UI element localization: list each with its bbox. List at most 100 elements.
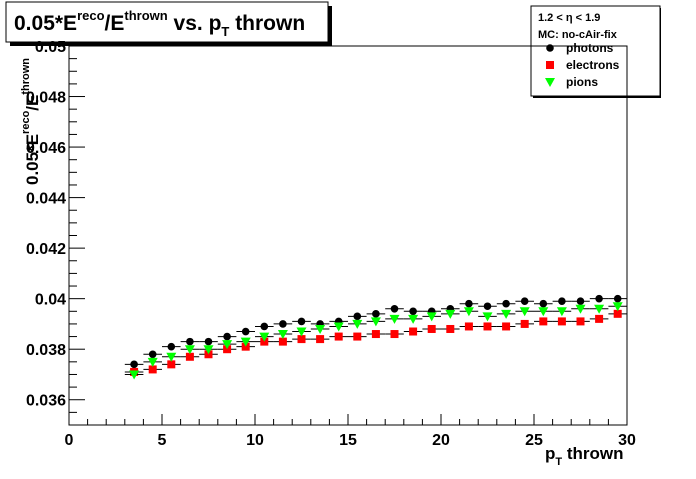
data-point-electrons <box>334 332 343 341</box>
data-point-photons <box>539 299 548 308</box>
data-point-electrons <box>576 317 585 326</box>
data-point-photons <box>130 360 138 369</box>
data-point-photons <box>483 302 492 311</box>
data-point-electrons <box>595 314 604 323</box>
y-tick-label: 0.042 <box>26 241 66 258</box>
x-tick-label: 25 <box>525 432 543 449</box>
data-point-pions <box>147 357 158 367</box>
data-point-pions <box>166 352 177 362</box>
series-photons <box>124 294 627 369</box>
data-point-electrons <box>409 327 418 336</box>
data-point-pions <box>333 322 344 332</box>
y-tick-label: 0.044 <box>26 191 66 208</box>
data-point-pions <box>222 340 233 350</box>
x-tick-label: 30 <box>618 432 636 449</box>
y-tick-label: 0.038 <box>26 342 66 359</box>
data-point-photons <box>465 299 473 308</box>
data-point-photons <box>595 294 603 303</box>
data-point-electrons <box>167 360 176 369</box>
x-tick-label: 5 <box>158 432 167 449</box>
data-point-photons <box>260 322 269 331</box>
data-point-photons <box>520 297 529 305</box>
data-point-photons <box>372 310 380 318</box>
x-tick-label: 15 <box>339 432 357 449</box>
data-point-pions <box>538 307 549 317</box>
legend-marker-pions <box>545 78 555 87</box>
data-point-pions <box>296 327 307 337</box>
data-point-electrons <box>483 322 492 331</box>
y-tick-label: 0.04 <box>35 292 66 309</box>
x-tick-label: 0 <box>65 432 74 449</box>
data-point-pions <box>463 307 474 317</box>
data-point-electrons <box>223 345 232 354</box>
data-point-photons <box>297 317 306 326</box>
data-point-pions <box>501 309 512 319</box>
data-point-pions <box>426 312 437 322</box>
data-point-electrons <box>241 342 250 351</box>
data-point-photons <box>204 337 213 346</box>
legend-header-mc: MC: no-cAir-fix <box>538 29 618 41</box>
data-point-pions <box>277 330 288 340</box>
data-point-photons <box>186 337 194 346</box>
legend-label-photons: photons <box>566 41 614 55</box>
data-point-pions <box>594 304 605 314</box>
legend-marker-photons <box>546 44 554 52</box>
legend-header-eta: 1.2 < η < 1.9 <box>538 12 600 24</box>
data-point-photons <box>241 327 250 336</box>
data-point-photons <box>613 294 622 303</box>
data-point-electrons <box>260 337 269 346</box>
data-point-pions <box>315 324 326 334</box>
data-point-electrons <box>446 324 455 333</box>
data-point-photons <box>167 342 176 351</box>
data-point-electrons <box>185 352 194 361</box>
data-point-photons <box>223 332 231 341</box>
x-tick-label: 20 <box>432 432 450 449</box>
data-point-electrons <box>316 335 325 344</box>
data-point-pions <box>184 345 195 355</box>
series-pions <box>124 302 627 380</box>
data-point-electrons <box>353 332 362 341</box>
data-point-electrons <box>371 330 380 339</box>
legend-label-electrons: electrons <box>566 58 620 72</box>
x-axis-label: pT thrown <box>545 444 624 468</box>
data-point-electrons <box>464 322 473 331</box>
y-tick-label: 0.046 <box>26 140 66 157</box>
data-point-pions <box>240 337 251 347</box>
data-point-photons <box>279 320 287 328</box>
data-point-pions <box>389 314 400 324</box>
y-tick-label: 0.05 <box>35 39 66 56</box>
data-layer <box>124 294 627 380</box>
legend: 1.2 < η < 1.9 MC: no-cAir-fix photons ele… <box>530 5 661 98</box>
data-point-photons <box>353 312 362 321</box>
data-point-photons <box>390 304 399 313</box>
y-tick-label: 0.036 <box>26 393 66 410</box>
data-point-pions <box>445 309 456 319</box>
data-point-pions <box>519 307 530 317</box>
data-point-electrons <box>502 322 511 331</box>
data-point-electrons <box>297 335 306 344</box>
data-point-photons <box>148 350 157 359</box>
data-point-pions <box>259 332 270 342</box>
legend-label-pions: pions <box>566 75 598 89</box>
legend-marker-electrons <box>546 61 554 69</box>
y-axis-label: 0.05*Ereco/Ethrown <box>20 58 42 185</box>
data-point-electrons <box>390 330 399 339</box>
data-point-electrons <box>613 309 622 318</box>
data-point-photons <box>558 297 566 305</box>
data-point-pions <box>556 307 567 317</box>
data-point-pions <box>612 302 623 312</box>
axes: 0 5 10 15 20 25 30 0.036 0.038 0.04 0.042 0.044 0.04… <box>26 39 636 449</box>
data-point-electrons <box>539 317 548 326</box>
title-box: 0.05*Ereco/Ethrown vs. pT thrown <box>5 1 332 46</box>
data-point-photons <box>502 299 510 308</box>
data-point-electrons <box>557 317 566 326</box>
data-point-electrons <box>427 324 436 333</box>
data-point-pions <box>408 314 419 324</box>
data-point-pions <box>482 312 493 322</box>
data-point-photons <box>409 307 417 316</box>
data-point-electrons <box>148 365 157 374</box>
data-point-pions <box>352 319 363 329</box>
data-point-pions <box>203 345 214 355</box>
